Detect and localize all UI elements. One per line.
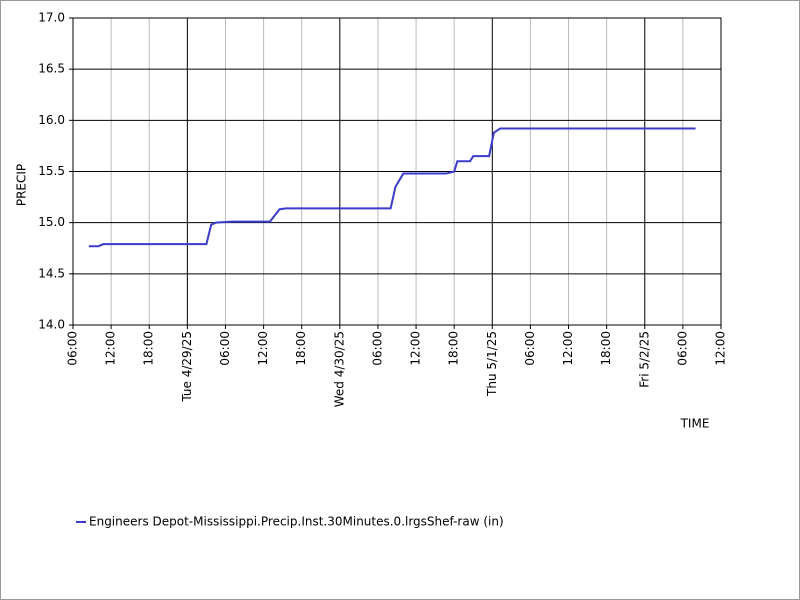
x-tick-label: 06:00: [675, 331, 689, 366]
plot-border: [72, 17, 722, 326]
legend-label: Engineers Depot-Mississippi.Precip.Inst.…: [89, 515, 504, 529]
x-tick-label: 18:00: [599, 331, 613, 366]
y-tick-label: 15.5: [38, 164, 65, 178]
x-axis-label: TIME: [680, 417, 710, 431]
y-tick-label: 15.0: [38, 215, 65, 229]
y-tick-label: 14.0: [38, 318, 65, 332]
x-tick-label: 12:00: [714, 331, 728, 366]
x-tick-label: Fri 5/2/25: [637, 331, 651, 388]
x-tick-label: 12:00: [256, 331, 270, 366]
x-tick-label: 06:00: [370, 331, 384, 366]
x-tick-label: 18:00: [294, 331, 308, 366]
y-tick-label: 17.0: [38, 11, 65, 25]
x-tick-label: 06:00: [66, 331, 80, 366]
x-tick-label: 18:00: [142, 331, 156, 366]
x-tick-label: 18:00: [447, 331, 461, 366]
x-tick-label: Wed 4/30/25: [332, 331, 346, 407]
x-tick-label: Tue 4/29/25: [180, 331, 194, 403]
x-tick-label: Thu 5/1/25: [485, 331, 499, 397]
data-line: [88, 127, 696, 248]
y-tick-label: 14.5: [38, 266, 65, 280]
y-axis-label: PRECIP: [15, 164, 29, 206]
x-tick-label: 12:00: [104, 331, 118, 366]
x-tick-label: 06:00: [218, 331, 232, 366]
x-tick-label: 06:00: [523, 331, 537, 366]
y-tick-label: 16.5: [38, 62, 65, 76]
x-tick-label: 12:00: [409, 331, 423, 366]
y-tick-label: 16.0: [38, 113, 65, 127]
x-tick-label: 12:00: [561, 331, 575, 366]
